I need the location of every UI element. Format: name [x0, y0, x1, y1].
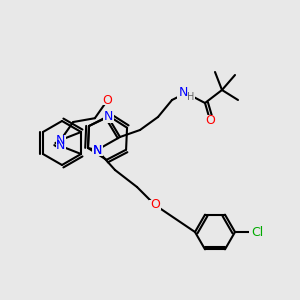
- Text: H: H: [187, 92, 195, 102]
- Text: O: O: [205, 113, 215, 127]
- Text: Cl: Cl: [251, 226, 263, 238]
- Text: O: O: [150, 199, 160, 212]
- FancyBboxPatch shape: [204, 115, 216, 125]
- FancyBboxPatch shape: [92, 145, 103, 155]
- FancyBboxPatch shape: [56, 135, 66, 145]
- Text: N: N: [92, 143, 102, 157]
- FancyBboxPatch shape: [92, 145, 103, 155]
- FancyBboxPatch shape: [56, 141, 66, 151]
- Text: O: O: [103, 94, 112, 107]
- Text: N: N: [56, 134, 65, 146]
- Text: N: N: [92, 143, 102, 157]
- Text: N: N: [178, 86, 188, 100]
- FancyBboxPatch shape: [177, 86, 195, 100]
- Text: N: N: [56, 140, 65, 152]
- FancyBboxPatch shape: [249, 227, 265, 237]
- Text: N: N: [103, 110, 113, 124]
- FancyBboxPatch shape: [149, 200, 161, 210]
- FancyBboxPatch shape: [101, 95, 113, 105]
- FancyBboxPatch shape: [103, 112, 113, 122]
